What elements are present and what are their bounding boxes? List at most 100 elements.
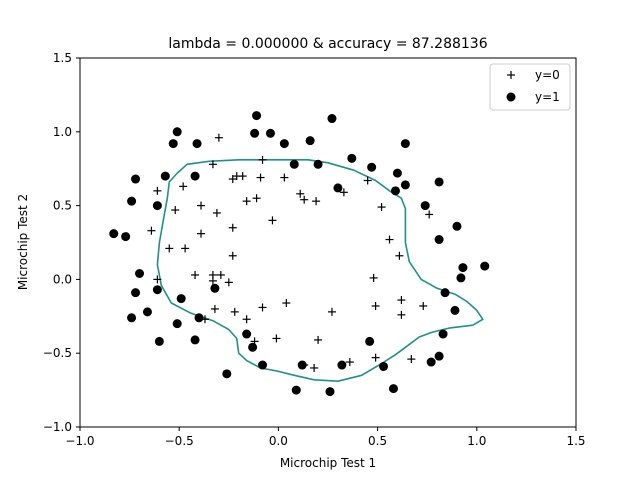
point-y1 bbox=[434, 235, 444, 245]
point-y1 bbox=[190, 335, 200, 345]
point-y1 bbox=[131, 174, 141, 184]
point-y1 bbox=[172, 319, 182, 329]
axis-ticks: −1.0 −0.5 0.0 0.5 1.0 1.5 −1.0 −0.5 0.0 0.5 1.0 1.5 bbox=[43, 51, 586, 448]
point-y0 bbox=[369, 273, 378, 282]
x-axis-label: Microchip Test 1 bbox=[280, 456, 376, 470]
point-y1 bbox=[168, 139, 178, 149]
point-y0 bbox=[296, 189, 305, 198]
point-y1 bbox=[289, 159, 299, 169]
point-y1 bbox=[127, 196, 137, 206]
point-y0 bbox=[371, 301, 380, 310]
point-y1 bbox=[142, 307, 152, 317]
point-y1 bbox=[392, 168, 402, 178]
legend-marker-circle-glyph bbox=[506, 92, 516, 102]
point-y0 bbox=[208, 270, 217, 279]
point-y1 bbox=[458, 263, 468, 273]
point-y0 bbox=[153, 275, 162, 284]
point-y1 bbox=[325, 387, 335, 397]
point-y1 bbox=[333, 183, 343, 193]
x-tick-label: 0.0 bbox=[269, 434, 288, 448]
y-tick-label: −0.5 bbox=[43, 346, 72, 360]
point-y0 bbox=[242, 315, 251, 324]
point-y1 bbox=[347, 153, 357, 163]
point-y0 bbox=[312, 197, 321, 206]
plot-frame bbox=[79, 57, 577, 428]
point-y0 bbox=[300, 195, 309, 204]
point-y1 bbox=[440, 288, 450, 298]
point-y1 bbox=[400, 180, 410, 190]
point-y1 bbox=[450, 305, 460, 315]
point-y1 bbox=[305, 136, 315, 146]
decision-boundary-line bbox=[156, 159, 484, 382]
point-y0 bbox=[280, 173, 289, 182]
point-y0 bbox=[171, 206, 180, 215]
point-y0 bbox=[258, 155, 267, 164]
point-y1 bbox=[265, 128, 275, 138]
point-y1 bbox=[190, 171, 200, 181]
point-y0 bbox=[228, 175, 237, 184]
legend-marker-circle bbox=[506, 92, 516, 102]
legend-marker-plus-glyph bbox=[507, 71, 515, 79]
point-y1 bbox=[172, 127, 182, 137]
y-axis-label: Microchip Test 2 bbox=[16, 194, 30, 290]
point-y1 bbox=[250, 128, 260, 138]
y-tick-label: −1.0 bbox=[43, 420, 72, 434]
point-y0 bbox=[385, 235, 394, 244]
legend: y=0 y=1 bbox=[489, 63, 571, 111]
point-y1 bbox=[279, 139, 289, 149]
point-y1 bbox=[297, 360, 307, 370]
point-y0 bbox=[314, 335, 323, 344]
point-y0 bbox=[268, 216, 277, 225]
point-y1 bbox=[109, 229, 119, 239]
point-y1 bbox=[367, 162, 377, 172]
point-y0 bbox=[228, 251, 237, 260]
point-y1 bbox=[131, 288, 141, 298]
point-y0 bbox=[310, 363, 319, 372]
point-y0 bbox=[208, 160, 217, 169]
y-tick-label: 1.5 bbox=[53, 51, 72, 65]
point-y0 bbox=[216, 270, 225, 279]
point-y0 bbox=[210, 304, 219, 313]
point-y1 bbox=[365, 336, 375, 346]
point-y1 bbox=[210, 283, 220, 293]
point-y1 bbox=[291, 385, 301, 395]
point-y1 bbox=[456, 273, 466, 283]
point-y1 bbox=[390, 186, 400, 196]
point-y0 bbox=[395, 251, 404, 260]
point-y1 bbox=[388, 384, 398, 394]
point-y0 bbox=[179, 182, 188, 191]
point-y1 bbox=[121, 232, 131, 242]
point-y0 bbox=[147, 226, 156, 235]
point-y0 bbox=[425, 210, 434, 219]
point-y0 bbox=[272, 334, 281, 343]
x-tick-label: −0.5 bbox=[165, 434, 194, 448]
chart-title: lambda = 0.000000 & accuracy = 87.288136 bbox=[168, 36, 487, 52]
point-y1 bbox=[152, 201, 162, 211]
point-y1 bbox=[313, 159, 323, 169]
point-y1 bbox=[154, 336, 164, 346]
point-y1 bbox=[248, 342, 258, 352]
point-y1 bbox=[379, 361, 389, 371]
point-y1 bbox=[327, 114, 337, 124]
point-y0 bbox=[377, 203, 386, 212]
point-y1 bbox=[160, 171, 170, 181]
x-tick-label: 0.5 bbox=[368, 434, 387, 448]
point-y0 bbox=[282, 299, 291, 308]
legend-label-y0: y=0 bbox=[535, 68, 560, 82]
point-y0 bbox=[327, 307, 336, 316]
point-y1 bbox=[135, 268, 145, 278]
point-y0 bbox=[252, 194, 261, 203]
point-y0 bbox=[197, 229, 206, 238]
point-y1 bbox=[426, 357, 436, 367]
point-y1 bbox=[434, 351, 444, 361]
point-y0 bbox=[397, 310, 406, 319]
point-y0 bbox=[363, 176, 372, 185]
legend-marker-plus bbox=[507, 71, 515, 79]
point-y0 bbox=[224, 278, 233, 287]
x-tick-label: 1.0 bbox=[467, 434, 486, 448]
legend-label-y1: y=1 bbox=[535, 90, 560, 104]
plot-area bbox=[109, 111, 490, 397]
point-y1 bbox=[192, 139, 202, 149]
point-y0 bbox=[181, 244, 190, 253]
